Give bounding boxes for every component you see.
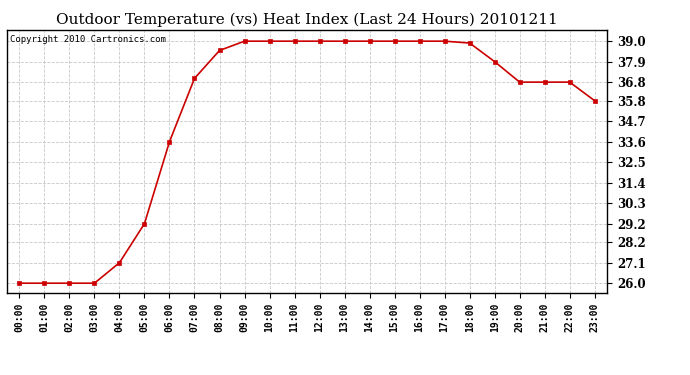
- Title: Outdoor Temperature (vs) Heat Index (Last 24 Hours) 20101211: Outdoor Temperature (vs) Heat Index (Las…: [56, 13, 558, 27]
- Text: Copyright 2010 Cartronics.com: Copyright 2010 Cartronics.com: [10, 35, 166, 44]
